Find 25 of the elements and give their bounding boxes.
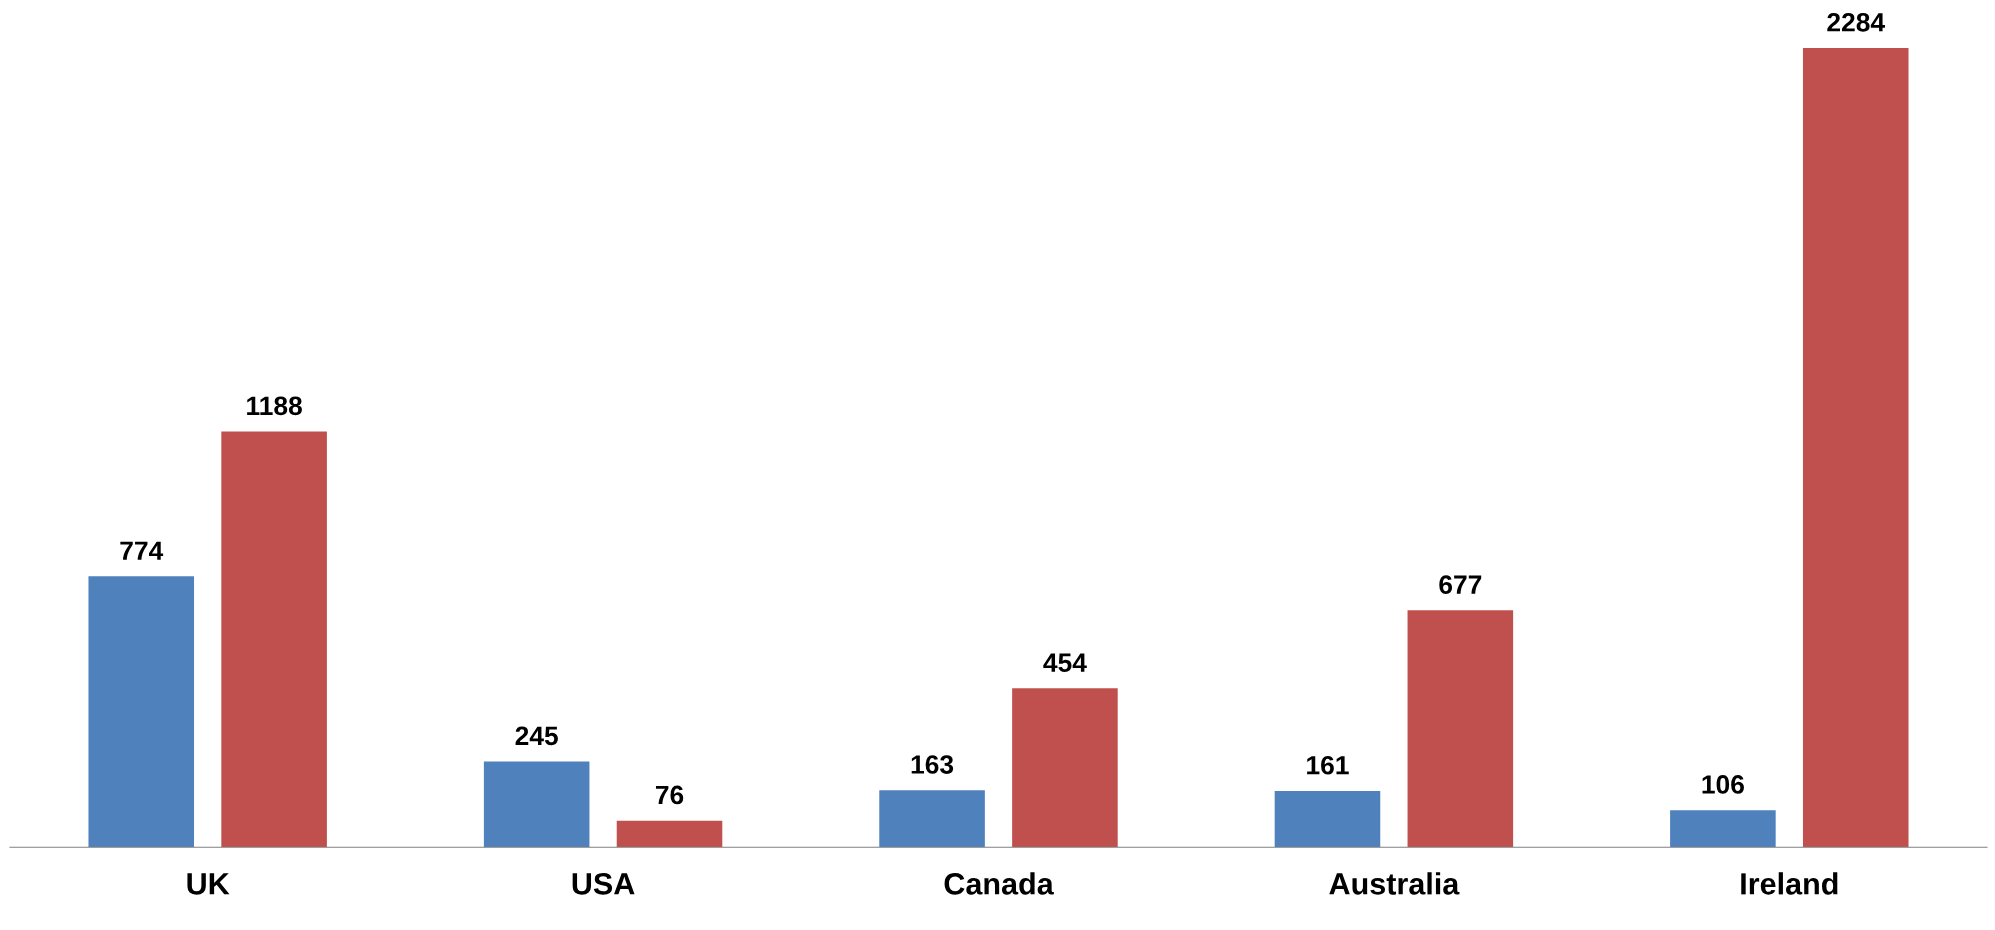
data-label: 106	[1702, 775, 1744, 794]
data-label: 76	[655, 785, 684, 805]
bar	[1274, 790, 1381, 848]
x-tick-label: Canada	[944, 872, 1054, 895]
bar	[1407, 610, 1514, 848]
bar	[1670, 810, 1776, 848]
bar	[88, 576, 195, 848]
x-tick-label: UK	[187, 873, 230, 895]
data-label: 774	[120, 541, 164, 560]
x-tick-label: Ireland	[1741, 872, 1838, 895]
bar	[221, 431, 327, 848]
bar	[1802, 47, 1909, 848]
bar	[616, 820, 723, 848]
x-tick-label: Australia	[1329, 872, 1460, 895]
data-label: 454	[1043, 653, 1087, 673]
bar	[1012, 688, 1118, 848]
bar	[879, 790, 985, 848]
data-label: 161	[1307, 755, 1349, 775]
data-label: 677	[1439, 575, 1482, 594]
x-tick-label: USA	[572, 873, 635, 895]
data-label: 163	[911, 755, 954, 774]
data-label: 245	[515, 726, 558, 746]
data-label: 1188	[247, 396, 302, 416]
bar	[483, 761, 590, 848]
data-label: 2284	[1827, 12, 1885, 32]
